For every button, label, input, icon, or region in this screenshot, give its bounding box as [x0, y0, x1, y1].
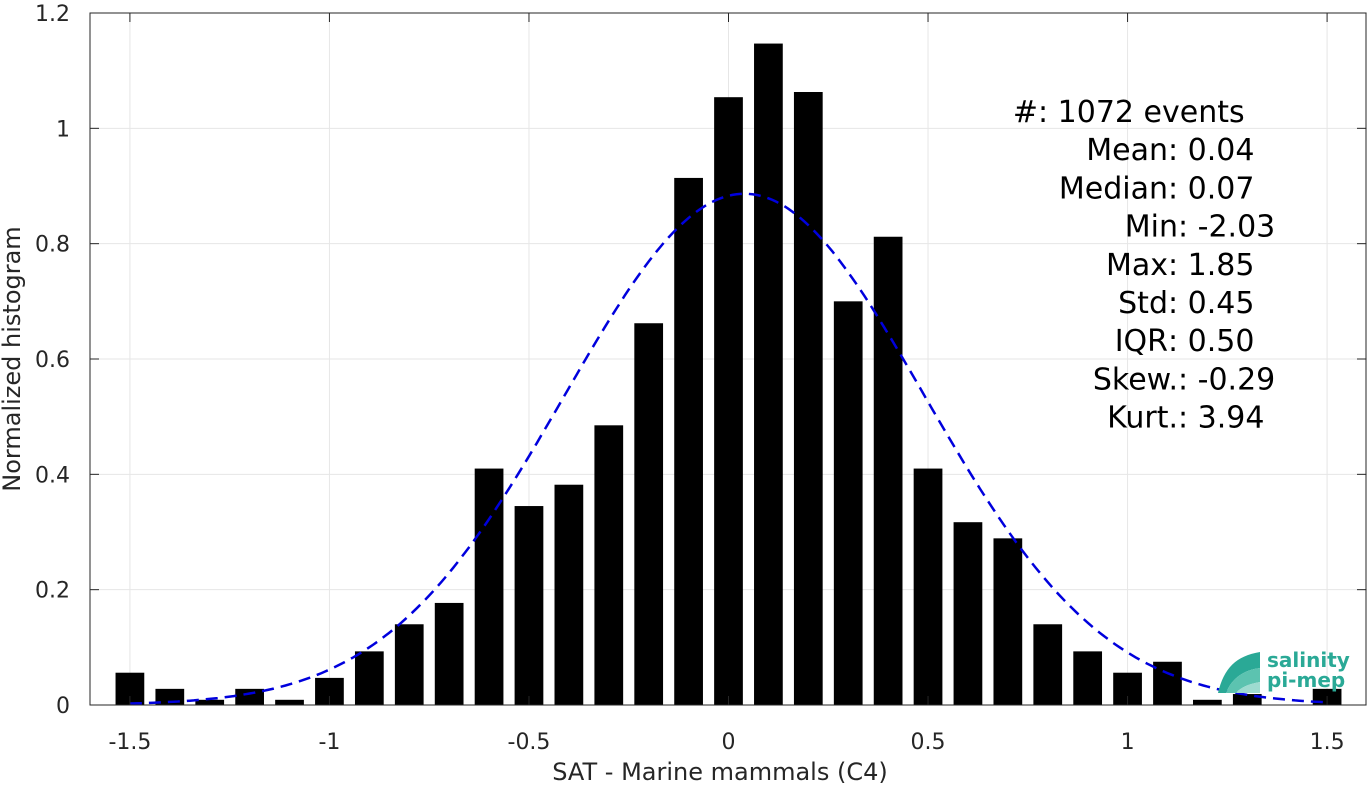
- logo-line2: pi-mep: [1267, 668, 1345, 692]
- stat-label-7: Skew.: [1093, 362, 1178, 397]
- x-tick-label-0: -1.5: [108, 730, 151, 755]
- x-tick-label-5: 1: [1121, 730, 1135, 755]
- stat-value-1: : 0.04: [1168, 133, 1254, 168]
- bar-27: [1193, 699, 1222, 705]
- bar-24: [1073, 651, 1103, 705]
- bar-2: [195, 699, 225, 705]
- x-axis-label: SAT - Marine mammals (C4): [552, 758, 887, 785]
- bar-8: [434, 602, 464, 705]
- bar-22: [993, 538, 1023, 705]
- stat-label-1: Mean: [1086, 133, 1168, 168]
- stat-label-3: Min: [1125, 210, 1178, 245]
- bar-12: [594, 425, 624, 705]
- bar-21: [953, 522, 983, 705]
- bar-3: [235, 688, 264, 705]
- y-axis-label: Normalized histogram: [0, 226, 26, 491]
- x-tick-label-6: 1.5: [1310, 730, 1345, 755]
- x-tick-label-2: -0.5: [508, 730, 551, 755]
- bar-23: [1033, 624, 1063, 705]
- x-tick-label-4: 0.5: [911, 730, 946, 755]
- stat-value-5: : 0.45: [1168, 286, 1254, 321]
- bar-18: [833, 301, 863, 705]
- y-tick-label-4: 0.8: [35, 233, 70, 258]
- bar-15: [714, 97, 743, 705]
- stat-label-5: Std: [1118, 286, 1168, 321]
- stat-value-0: : 1072 events: [1038, 95, 1245, 130]
- axes: [89, 12, 1367, 706]
- bar-10: [514, 506, 544, 705]
- logo-wave-icon-3: [1236, 682, 1260, 693]
- x-tick-labels: -1.5 -1 -0.5 0 0.5 1 1.5: [108, 730, 1344, 755]
- stat-label-2: Median: [1059, 171, 1168, 206]
- stat-label-8: Kurt.: [1107, 401, 1178, 436]
- stat-value-3: : -2.03: [1178, 210, 1275, 245]
- bar-4: [275, 699, 304, 705]
- stat-value-8: : 3.94: [1178, 401, 1264, 436]
- logo-wave-icon-2: [1226, 668, 1260, 693]
- bar-11: [554, 484, 584, 705]
- bar-7: [394, 624, 424, 705]
- stat-value-2: : 0.07: [1168, 171, 1254, 206]
- logo-line1: salinity: [1267, 648, 1350, 672]
- bar-17: [793, 92, 823, 705]
- logo-wave-icon: [1218, 652, 1260, 693]
- y-tick-labels: 0 0.2 0.4 0.6 0.8 1 1.2: [35, 2, 70, 719]
- stat-value-7: : -0.29: [1178, 362, 1275, 397]
- bar-14: [674, 177, 703, 706]
- stat-label-0: #: [1013, 95, 1038, 130]
- stat-label-4: Max: [1106, 248, 1168, 283]
- y-tick-label-3: 0.6: [35, 348, 70, 373]
- salinity-pi-mep-logo: salinity pi-mep: [1218, 648, 1350, 693]
- x-tick-label-1: -1: [318, 730, 340, 755]
- bar-13: [634, 323, 664, 705]
- bar-28: [1232, 694, 1262, 705]
- bar-16: [754, 43, 783, 705]
- bar-6: [354, 651, 384, 705]
- stat-label-6: IQR: [1115, 324, 1168, 359]
- bar-19: [873, 236, 903, 705]
- x-tick-label-3: 0: [722, 730, 736, 755]
- bar-9: [474, 468, 504, 705]
- y-tick-label-6: 1.2: [35, 2, 70, 27]
- bars: [115, 43, 1342, 706]
- stat-value-6: : 0.50: [1168, 324, 1254, 359]
- y-tick-label-5: 1: [56, 117, 70, 142]
- y-tick-label-0: 0: [56, 694, 70, 719]
- bar-26: [1153, 661, 1182, 705]
- y-tick-label-2: 0.4: [35, 463, 70, 488]
- y-tick-label-1: 0.2: [35, 579, 70, 604]
- stat-value-4: : 1.85: [1168, 248, 1254, 283]
- bar-20: [913, 468, 943, 705]
